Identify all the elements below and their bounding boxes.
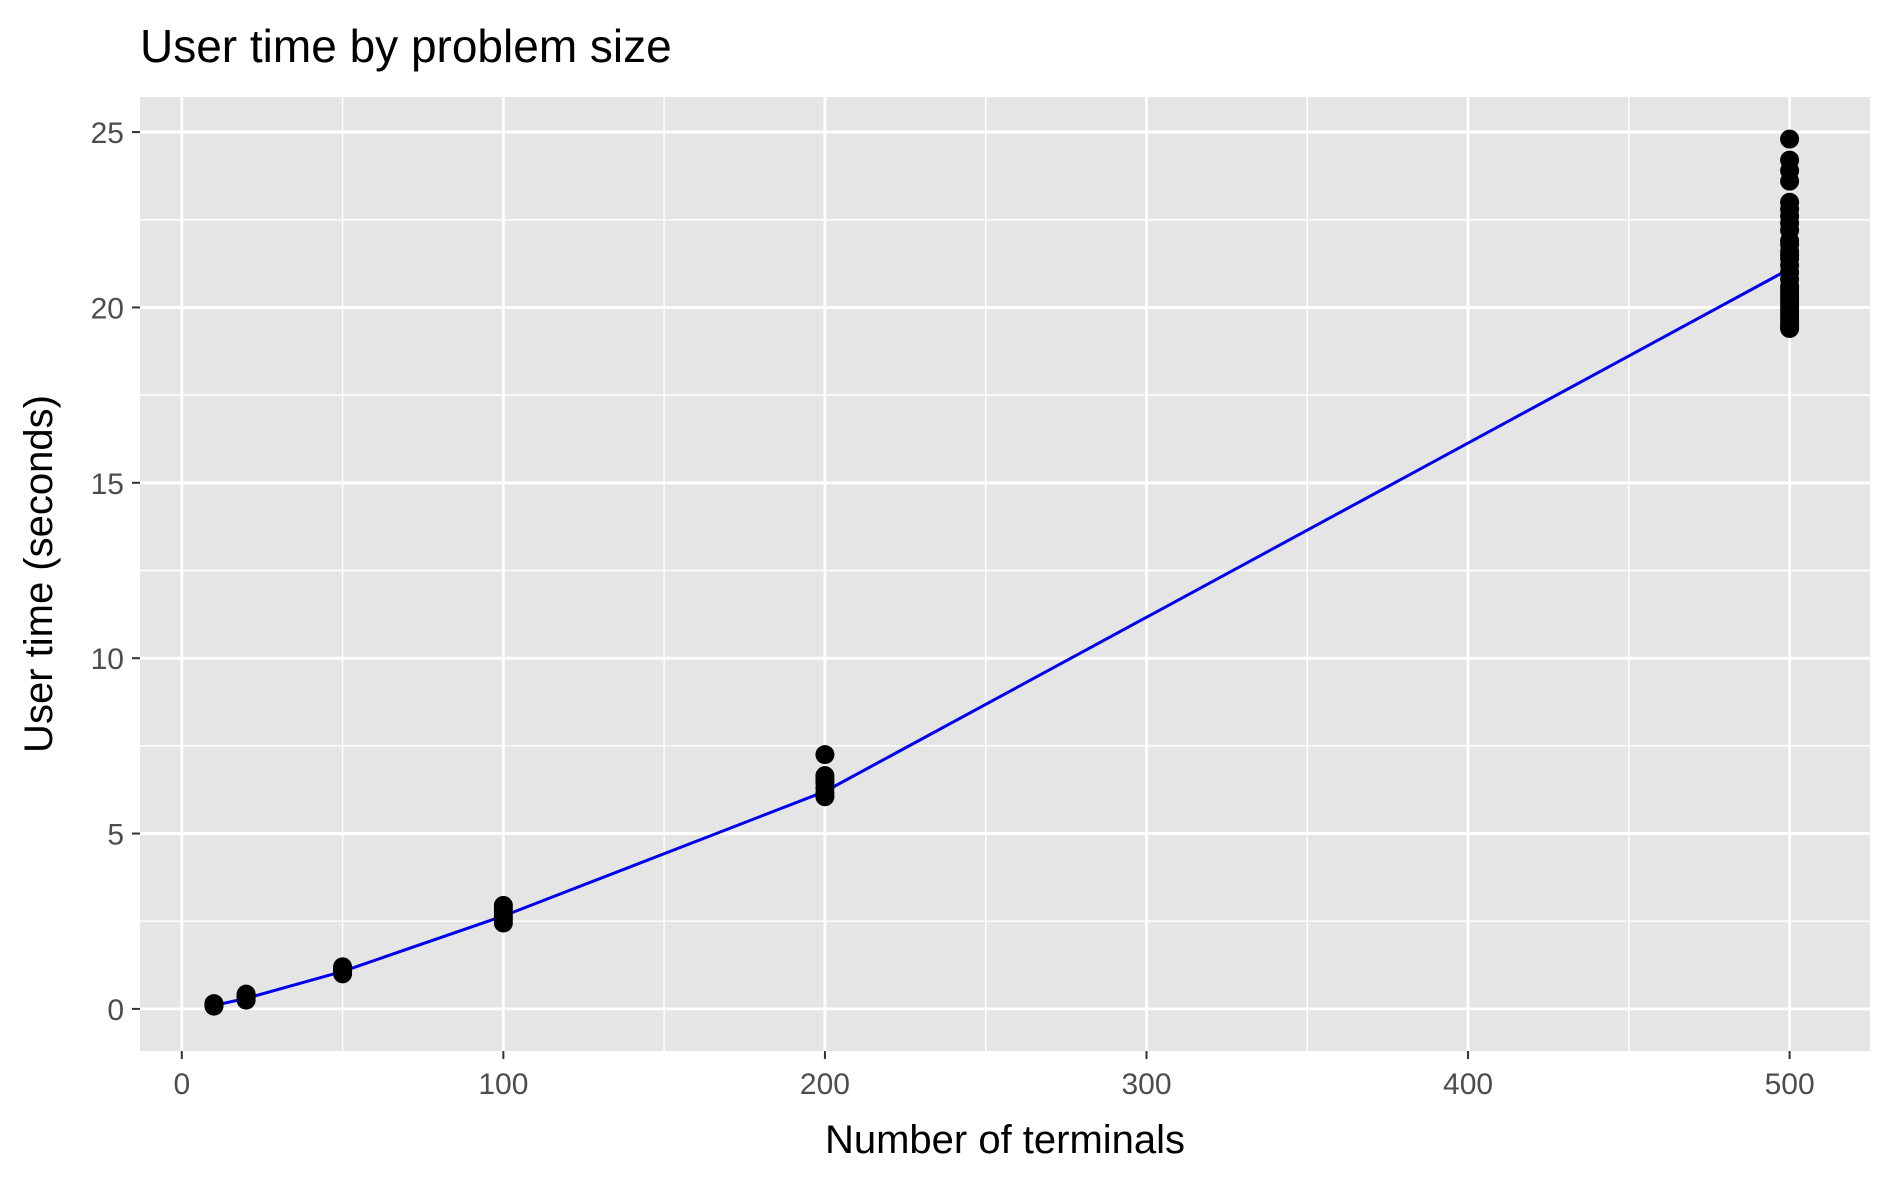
data-point <box>333 957 353 977</box>
x-tick-label: 200 <box>800 1068 850 1101</box>
series-points-layer <box>204 129 1800 1016</box>
x-tick-label: 300 <box>1121 1068 1171 1101</box>
y-tick-label: 0 <box>107 994 124 1027</box>
data-point <box>204 994 224 1014</box>
data-point <box>1780 318 1800 338</box>
data-point <box>493 895 513 915</box>
y-tick-label: 20 <box>91 292 124 325</box>
data-point <box>236 984 256 1004</box>
x-axis-title: Number of terminals <box>825 1118 1185 1162</box>
x-tick-label: 500 <box>1765 1068 1815 1101</box>
axes: 0 100 200 300 400 500 0 5 10 15 20 25 <box>91 117 1815 1101</box>
plot-panel <box>140 97 1870 1051</box>
x-tick-label: 0 <box>173 1068 190 1101</box>
data-point <box>815 766 835 786</box>
data-point <box>815 745 835 765</box>
data-point <box>1780 171 1800 191</box>
y-tick-label: 15 <box>91 468 124 501</box>
y-axis-title: User time (seconds) <box>17 395 61 753</box>
y-tick-label: 5 <box>107 819 124 852</box>
chart-title: User time by problem size <box>140 20 672 72</box>
x-tick-label: 100 <box>478 1068 528 1101</box>
y-tick-label: 10 <box>91 643 124 676</box>
data-point <box>1780 129 1800 149</box>
y-tick-label: 25 <box>91 117 124 150</box>
grid-lines <box>140 97 1870 1051</box>
x-tick-label: 400 <box>1443 1068 1493 1101</box>
